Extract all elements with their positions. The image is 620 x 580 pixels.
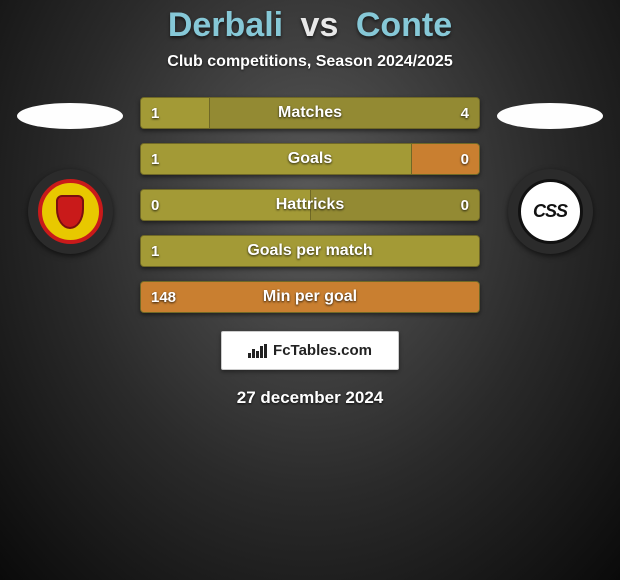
- left-crest: [28, 169, 113, 254]
- stat-row-hattricks: Hattricks0 0: [140, 189, 480, 221]
- content-root: Derbali vs Conte Club competitions, Seas…: [0, 0, 620, 580]
- stat-value-right: 0: [461, 151, 469, 168]
- stat-value-left: 1: [151, 151, 159, 168]
- stat-row-matches: Matches1 4: [140, 97, 480, 129]
- stat-value-left: 0: [151, 197, 159, 214]
- right-crest-inner: CSS: [518, 179, 583, 244]
- shield-icon: [56, 195, 84, 229]
- stat-row-goals: Goals1 0: [140, 143, 480, 175]
- stat-value-left: 1: [151, 243, 159, 260]
- stat-value-left: 148: [151, 289, 176, 306]
- left-ellipse: [17, 103, 123, 129]
- stat-label: Matches: [141, 104, 479, 122]
- right-crest-text: CSS: [533, 201, 567, 222]
- stat-value-right: 0: [461, 197, 469, 214]
- stat-label: Hattricks: [141, 196, 479, 214]
- title-vs: vs: [301, 6, 339, 44]
- title-player2: Conte: [356, 6, 452, 44]
- branding-text: FcTables.com: [273, 342, 372, 359]
- stat-label: Min per goal: [141, 288, 479, 306]
- stat-row-goals-per-match: Goals per match1: [140, 235, 480, 267]
- left-side: [10, 97, 130, 254]
- stat-bars: Matches14Goals10Hattricks00Goals per mat…: [140, 97, 480, 313]
- main-row: Matches14Goals10Hattricks00Goals per mat…: [0, 97, 620, 313]
- right-side: CSS: [490, 97, 610, 254]
- bar-chart-icon: [248, 344, 267, 358]
- stat-value-right: 4: [461, 105, 469, 122]
- page-title: Derbali vs Conte: [168, 6, 452, 45]
- stat-value-left: 1: [151, 105, 159, 122]
- title-player1: Derbali: [168, 6, 283, 44]
- branding-badge: FcTables.com: [221, 331, 399, 370]
- stat-label: Goals: [141, 150, 479, 168]
- stat-label: Goals per match: [141, 242, 479, 260]
- right-crest: CSS: [508, 169, 593, 254]
- left-crest-inner: [38, 179, 103, 244]
- subtitle: Club competitions, Season 2024/2025: [167, 53, 452, 71]
- date-label: 27 december 2024: [237, 388, 384, 408]
- right-ellipse: [497, 103, 603, 129]
- stat-row-min-per-goal: Min per goal148: [140, 281, 480, 313]
